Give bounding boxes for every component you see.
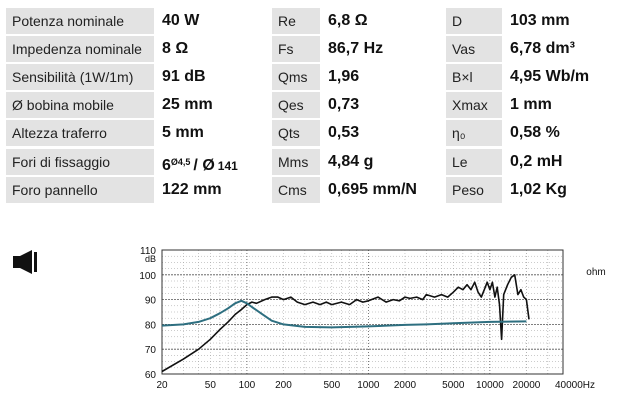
spec-row: Impedenza nominale 8 Ω Fs 86,7 Hz Vas 6,78 dm… — [0, 36, 640, 62]
spec-value: 91 dB — [162, 68, 206, 85]
spec-value: 6Ø4,5/ Ø 141 — [158, 149, 268, 175]
spec-label: Altezza traferro — [6, 120, 154, 146]
spec-row: Ø bobina mobile 25 mm Qes 0,73 Xmax 1 mm — [0, 92, 640, 118]
x-tick-label: 500 — [323, 380, 340, 391]
frequency-response-chart: 60708090100110dB5102040ohm20501002005001… — [139, 246, 605, 391]
hole-count: 6 — [162, 157, 171, 174]
spec-label: Mms — [272, 149, 320, 175]
spec-label: Xmax — [446, 92, 502, 118]
spec-value: 1,96 — [328, 68, 360, 85]
x-tick-label: 2000 — [394, 380, 417, 391]
spec-label: Vas — [446, 36, 502, 62]
spec-label: Re — [272, 8, 320, 34]
spec-value: 0,58 % — [510, 124, 560, 141]
spec-label: Peso — [446, 177, 502, 203]
x-tick-label: 40000Hz — [555, 380, 595, 391]
spec-row: Sensibilità (1W/1m) 91 dB Qms 1,96 B×l 4,95 W… — [0, 64, 640, 90]
spec-value: 0,2 mH — [510, 153, 563, 170]
x-tick-label: 5000 — [442, 380, 465, 391]
x-tick-label: 20 — [156, 380, 168, 391]
spec-label: Foro pannello — [6, 177, 154, 203]
spec-value: 103 mm — [510, 12, 570, 29]
y-tick-label: 70 — [145, 345, 157, 356]
spec-value: 4,84 g — [328, 153, 374, 170]
speaker-icon — [13, 250, 37, 274]
x-tick-label: 50 — [205, 380, 217, 391]
spec-value: 86,7 Hz — [328, 40, 384, 57]
spec-value: 8 Ω — [162, 40, 189, 57]
spl-curve — [161, 274, 530, 373]
spec-value: 0,53 — [328, 124, 360, 141]
spec-label: Fs — [272, 36, 320, 62]
spec-value: 0,73 — [328, 96, 360, 113]
x-tick-label: 10000 — [476, 380, 504, 391]
hole-diameter: Ø4,5 — [170, 157, 191, 167]
spec-label: Potenza nominale — [6, 8, 154, 34]
spec-value: 0,695 mm/N — [328, 181, 417, 198]
spec-label: Le — [446, 149, 502, 175]
impedance-curve — [161, 299, 527, 329]
spec-value: 4,95 Wb/m — [510, 68, 590, 85]
spec-value: 6,8 Ω — [328, 12, 368, 29]
spec-label: Sensibilità (1W/1m) — [6, 64, 154, 90]
y-tick-label: 100 — [139, 271, 156, 282]
spec-row: Fori di fissaggio 6Ø4,5/ Ø 141 Mms 4,84 g Le 0… — [0, 149, 640, 175]
spec-value: 6,78 dm³ — [510, 40, 575, 57]
circle-diameter: 141 — [217, 159, 238, 173]
spec-row: Potenza nominale 40 W Re 6,8 Ω D 103 mm — [0, 8, 640, 34]
x-tick-label: 1000 — [357, 380, 380, 391]
spec-label: B×l — [446, 64, 502, 90]
spec-value: 25 mm — [162, 96, 213, 113]
spec-label: Ø bobina mobile — [6, 92, 154, 118]
x-tick-label: 20000 — [513, 380, 541, 391]
y-tick-label: 80 — [145, 320, 157, 331]
y2-axis-unit: ohm — [586, 267, 605, 278]
spec-label: η₀ — [446, 120, 502, 146]
spec-label: Qes — [272, 92, 320, 118]
spec-label: D — [446, 8, 502, 34]
spec-value: 40 W — [162, 12, 200, 29]
y-axis-unit: dB — [145, 254, 156, 264]
spec-label: Fori di fissaggio — [6, 149, 154, 175]
spec-label: Impedenza nominale — [6, 36, 154, 62]
spec-label: Qts — [272, 120, 320, 146]
spec-value: 1,02 Kg — [510, 181, 567, 198]
separator-diameter: / Ø — [193, 157, 215, 174]
spec-label: Cms — [272, 177, 320, 203]
spec-value: 1 mm — [510, 96, 552, 113]
spec-row: Altezza traferro 5 mm Qts 0,53 η₀ 0,58 % — [0, 120, 640, 146]
y-tick-label: 60 — [145, 370, 157, 381]
spec-value: 122 mm — [162, 181, 222, 198]
x-tick-label: 100 — [239, 380, 256, 391]
plot-frame — [161, 249, 564, 375]
spec-value: 5 mm — [162, 124, 204, 141]
y-tick-label: 110 — [140, 246, 156, 257]
spec-label: Qms — [272, 64, 320, 90]
y-tick-label: 90 — [145, 296, 157, 307]
x-tick-label: 200 — [275, 380, 292, 391]
spec-row: Foro pannello 122 mm Cms 0,695 mm/N Peso 1,02… — [0, 177, 640, 203]
